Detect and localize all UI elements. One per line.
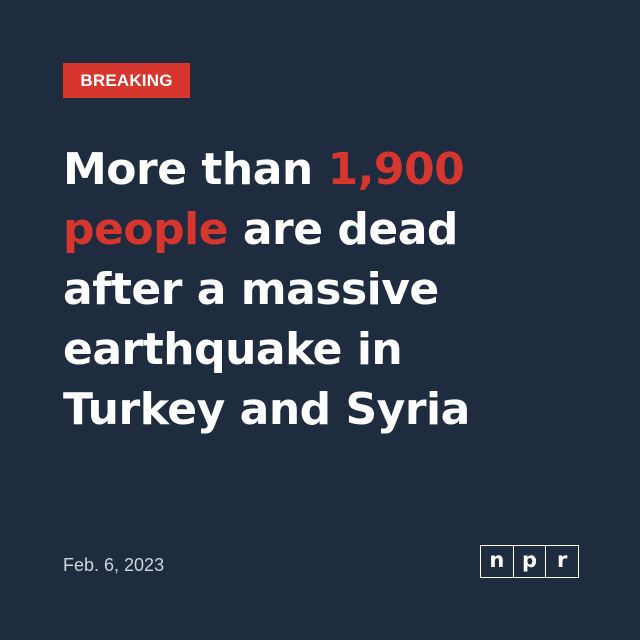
headline-line-4: earthquake in (63, 324, 403, 375)
headline-line-5: Turkey and Syria (63, 384, 470, 435)
headline-line-3: after a massive (63, 264, 439, 315)
logo-letter-r: r (545, 546, 578, 577)
breaking-badge: BREAKING (63, 63, 190, 98)
headline-text: are dead (228, 204, 459, 255)
headline: More than 1,900 people are dead after a … (63, 140, 623, 440)
logo-letter-n: n (489, 547, 505, 572)
publish-date: Feb. 6, 2023 (63, 555, 165, 575)
logo-letter-p: p (512, 546, 546, 577)
headline-text: More than (63, 144, 328, 195)
headline-death-count: 1,900 (327, 144, 465, 195)
headline-line-2: people are dead (63, 200, 623, 260)
npr-logo: n p r (480, 545, 579, 578)
headline-line-1: More than 1,900 (63, 140, 623, 200)
headline-people: people (63, 204, 229, 255)
